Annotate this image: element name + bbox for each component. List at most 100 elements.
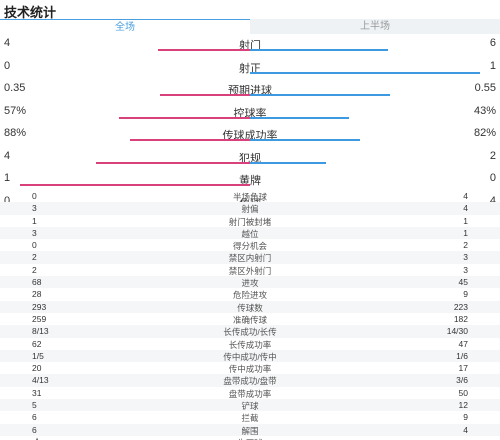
away-value: 17 [458,363,468,374]
bar-stat-row: 0.35 预期进球 0.55 [0,79,500,102]
list-stat-row: 293 传球数 223 [0,300,500,313]
home-value: 5 [32,400,37,411]
stat-label: 盘带成功/盘带 [223,376,277,387]
home-value: 4 [4,37,11,49]
away-value: 3 [463,252,468,263]
stat-label: 准确传球 [232,314,267,325]
stat-label: 拦截 [241,413,259,424]
list-stat-row: 1 射门被封堵 1 [0,215,500,227]
away-value: 9 [463,412,468,423]
stat-label: 传中成功/传中 [223,351,277,362]
home-value: 259 [32,313,47,324]
home-value: 57% [4,104,27,117]
bar-stats: 4 射门 6 0 射正 1 0.35 预期进球 0.55 57% 控球率 43% 88% 传球成功率 82%… [0,34,500,214]
away-value: 3 [463,264,468,275]
away-value: 50 [458,387,468,398]
list-stat-row: 3 越位 1 [0,226,500,240]
home-value: 0 [4,59,11,72]
away-value: 4 [463,203,468,214]
away-bar [250,139,360,141]
bar-stat-row: 4 射门 6 [0,34,500,57]
stat-label: 长传成功/长传 [223,327,277,338]
stat-label: 半场角球 [232,192,267,202]
away-value: 223 [453,301,468,312]
away-bar [250,116,349,119]
stat-label: 禁区外射门 [228,265,272,276]
list-stat-row: 2 禁区外射门 3 [0,264,500,276]
away-value: 3/6 [456,375,468,386]
away-value: 2 [489,149,496,162]
away-value: 45 [458,277,468,288]
home-bar [130,139,250,141]
home-value: 62 [32,338,42,349]
bar-stat-row: 57% 控球率 43% [0,102,500,125]
list-stats: 0 半场角球 4 3 射偏 4 1 射门被封堵 1 3 越位 1 0 得分机会 2 2 禁区内射门 3 2 禁区外射门… [0,190,500,440]
stat-label: 射偏 [241,204,259,215]
tab-full-match[interactable]: 全场 [0,19,250,34]
home-value: 0 [4,194,11,207]
home-value: 20 [32,363,42,374]
list-stat-row: 20 传中成功率 17 [0,362,500,374]
home-value: 4/13 [32,375,49,386]
stat-label: 危险进攻 [232,290,267,301]
home-bar [160,94,250,96]
stat-label: 禁区内射门 [228,253,272,264]
list-stat-row: 31 盘带成功率 50 [0,387,500,399]
stat-label: 越位 [241,228,259,239]
home-value: 293 [32,301,47,312]
home-value: 2 [32,252,37,263]
stat-label: 进攻 [241,278,259,289]
list-stat-row: 2 禁区内射门 3 [0,251,500,264]
home-value: 6 [32,424,37,435]
list-stat-row: 1/5 传中成功/传中 1/6 [0,349,500,363]
away-value: 4 [489,194,496,207]
home-bar [158,49,250,51]
home-value: 1/5 [32,350,44,361]
away-bar [250,49,388,51]
home-bar [20,184,250,186]
home-value: 0 [32,191,37,201]
bar-stat-row: 0 射正 1 [0,57,500,80]
list-stat-row: 0 得分机会 2 [0,239,500,251]
bar-stat-row: 88% 传球成功率 82% [0,124,500,147]
away-value: 0.55 [474,82,496,94]
away-value: 14/30 [446,326,468,337]
away-value: 6 [489,37,496,49]
period-tabs: 全场 上半场 [0,19,500,34]
list-stat-row: 259 准确传球 182 [0,313,500,325]
away-value: 9 [463,289,468,300]
away-value: 1 [463,215,468,226]
list-stat-row: 6 解围 4 [0,423,500,436]
home-value: 2 [32,264,37,275]
home-value: 0 [32,240,37,251]
away-value: 1 [489,59,496,72]
away-value: 4 [463,191,468,201]
away-bar [250,161,326,164]
away-value: 4 [463,424,468,435]
bar-stat-row: 1 黄牌 0 [0,169,500,192]
list-stat-row: 6 拦截 9 [0,411,500,423]
stat-label: 铲球 [241,401,259,412]
away-value: 43% [473,104,496,117]
away-value: 1/6 [456,350,468,361]
away-value: 12 [458,400,468,411]
away-value: 2 [463,240,468,251]
home-value: 1 [32,215,37,226]
home-value: 28 [32,289,42,300]
stat-label: 射门被封堵 [228,216,272,227]
stat-label: 传中成功率 [228,364,272,375]
list-stat-row: 0 半场角球 4 [0,190,500,202]
page-title: 技术统计 [4,5,57,20]
away-value: 182 [453,313,468,324]
home-value: 0.35 [4,82,26,94]
away-value: 0 [489,172,496,184]
home-value: 68 [32,277,42,288]
home-bar [96,161,250,164]
home-value: 8/13 [32,326,49,337]
home-bar [119,116,250,119]
stat-label: 盘带成功率 [228,388,272,399]
stat-label: 长传成功率 [228,339,272,350]
home-value: 88% [4,127,27,139]
tab-first-half[interactable]: 上半场 [360,21,390,32]
away-value: 82% [473,127,496,139]
